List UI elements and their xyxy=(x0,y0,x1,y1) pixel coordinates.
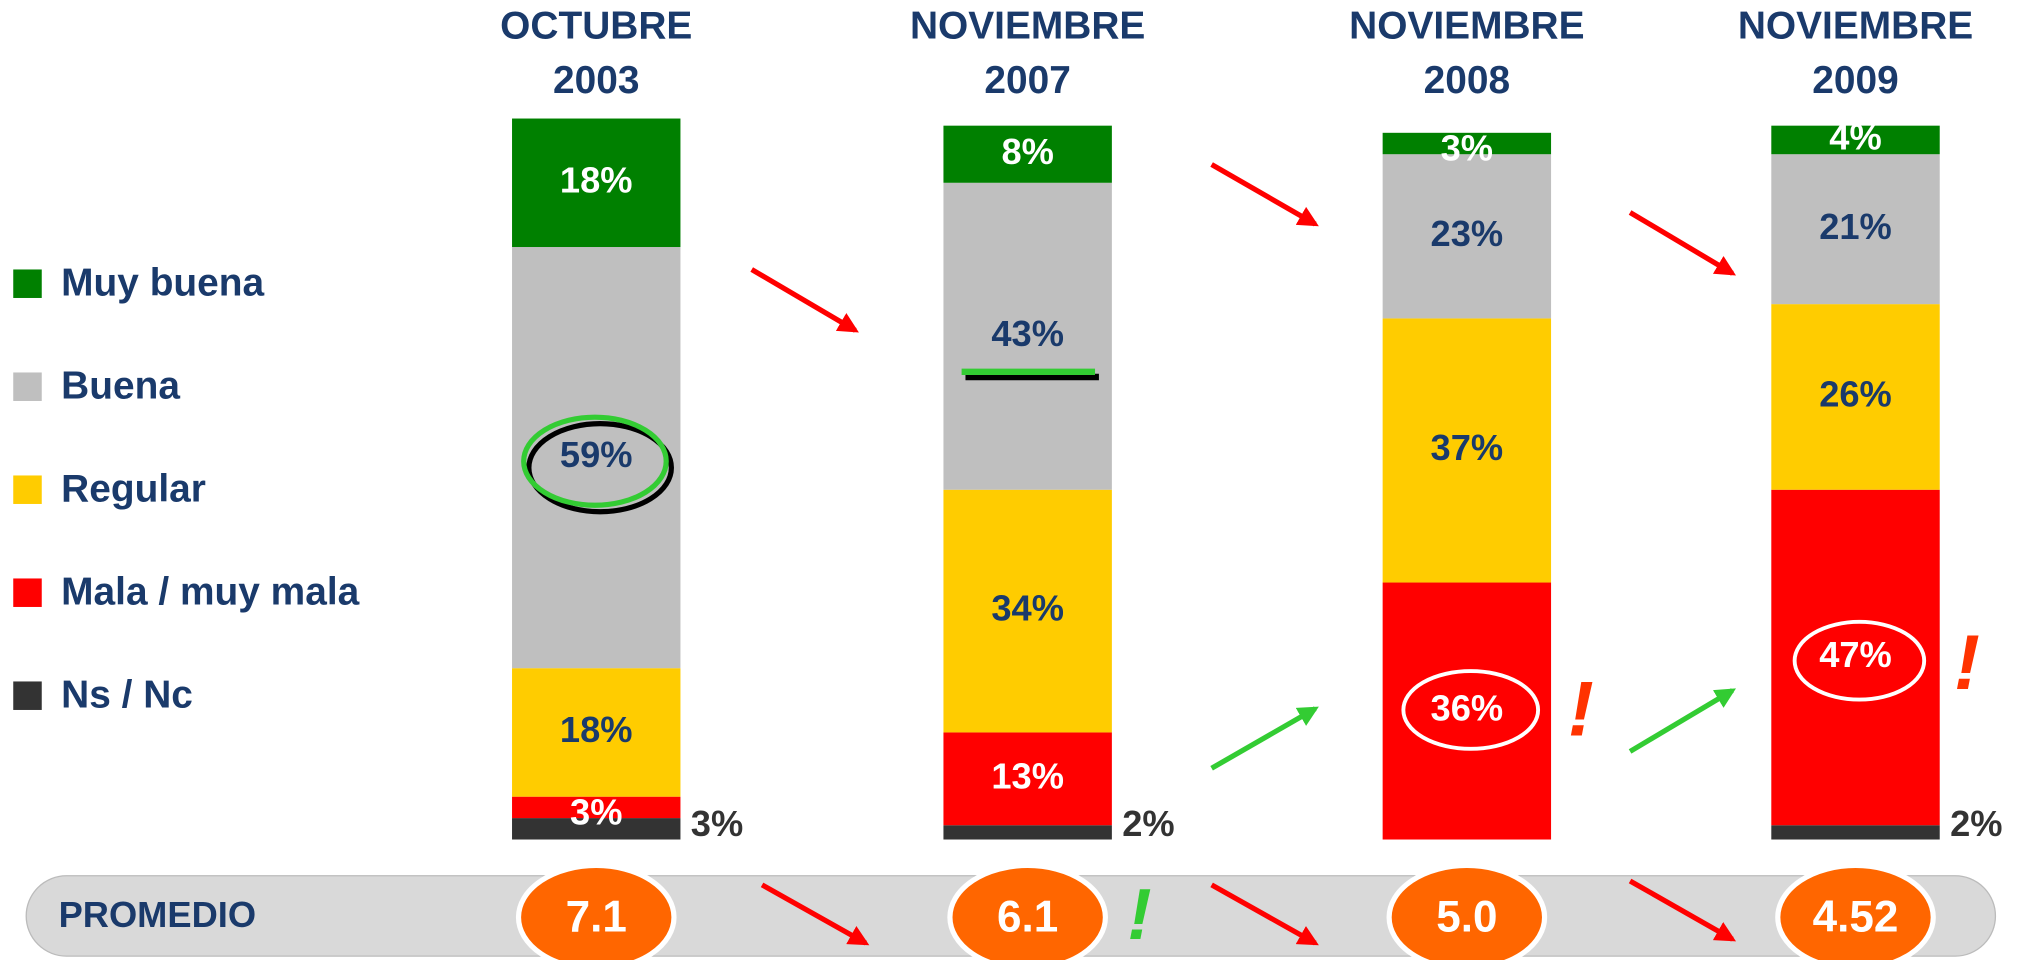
category-label: NOVIEMBRE 2009 xyxy=(1738,5,1973,102)
bar-segment xyxy=(1382,132,1552,155)
data-label: 4% xyxy=(1829,117,1881,158)
legend-swatch xyxy=(13,372,42,401)
bar-segment xyxy=(1382,154,1552,319)
legend-label: Buena xyxy=(61,364,180,407)
data-label: 34% xyxy=(991,588,1064,629)
average-label: PROMEDIO xyxy=(59,894,256,935)
annotations: ! ! ! xyxy=(521,162,1980,955)
bar-segment xyxy=(943,825,1112,840)
data-label: 18% xyxy=(560,159,633,200)
data-label: 2% xyxy=(1122,803,1174,844)
bar-segment xyxy=(1771,489,1940,826)
data-label: 3% xyxy=(691,803,743,844)
bar-segment xyxy=(1771,154,1940,305)
data-label: 43% xyxy=(991,313,1064,354)
bar-segment xyxy=(1382,318,1552,583)
bar-segment xyxy=(1771,825,1940,840)
legend-swatch xyxy=(13,269,42,298)
average-value: 4.52 xyxy=(1813,892,1899,941)
bar-segment xyxy=(943,489,1112,733)
data-label: 2% xyxy=(1950,803,2002,844)
data-label: 37% xyxy=(1431,427,1504,468)
svg-text:!: ! xyxy=(1568,667,1594,753)
legend-label: Mala / muy mala xyxy=(61,570,359,613)
legend-swatch xyxy=(13,578,42,607)
category-label: NOVIEMBRE 2008 xyxy=(1349,5,1584,102)
average-value: 7.1 xyxy=(566,892,627,941)
bar-segment xyxy=(943,732,1112,826)
svg-text:!: ! xyxy=(1954,620,1980,706)
category-label: OCTUBRE 2003 xyxy=(500,5,692,102)
data-label: 21% xyxy=(1819,206,1892,247)
bar-segment xyxy=(512,118,681,248)
average-marker xyxy=(1386,862,1548,960)
average-value: 5.0 xyxy=(1436,892,1497,941)
data-label: 59% xyxy=(560,434,633,475)
legend-label: Regular xyxy=(61,467,206,510)
bar-segment xyxy=(1771,304,1940,490)
bar-segment xyxy=(1382,582,1552,840)
data-label: 23% xyxy=(1431,213,1504,254)
data-label: 36% xyxy=(1431,688,1504,729)
bar-segment xyxy=(943,125,1112,183)
bar-segment xyxy=(512,818,681,840)
bar-segment xyxy=(512,247,681,669)
data-label: 18% xyxy=(560,709,633,750)
data-label: 47% xyxy=(1819,634,1892,675)
data-label: 26% xyxy=(1819,374,1892,415)
data-label: 13% xyxy=(991,755,1064,796)
legend-swatch xyxy=(13,681,42,710)
legend-label: Muy buena xyxy=(61,261,264,304)
legend-label: Ns / Nc xyxy=(61,673,193,716)
average-marker xyxy=(1775,862,1936,960)
bar-segment xyxy=(943,182,1112,490)
svg-text:!: ! xyxy=(1127,874,1151,955)
average-value: 6.1 xyxy=(997,892,1058,941)
bar-segment xyxy=(512,668,681,797)
data-label: 3% xyxy=(1441,128,1493,169)
category-label: NOVIEMBRE 2007 xyxy=(910,5,1145,102)
data-label: 3% xyxy=(570,791,622,832)
bar-segment xyxy=(512,796,681,819)
bar-segment xyxy=(1771,125,1940,155)
data-label: 8% xyxy=(1001,131,1053,172)
legend-swatch xyxy=(13,475,42,504)
average-marker xyxy=(947,862,1108,960)
average-marker xyxy=(515,862,677,960)
